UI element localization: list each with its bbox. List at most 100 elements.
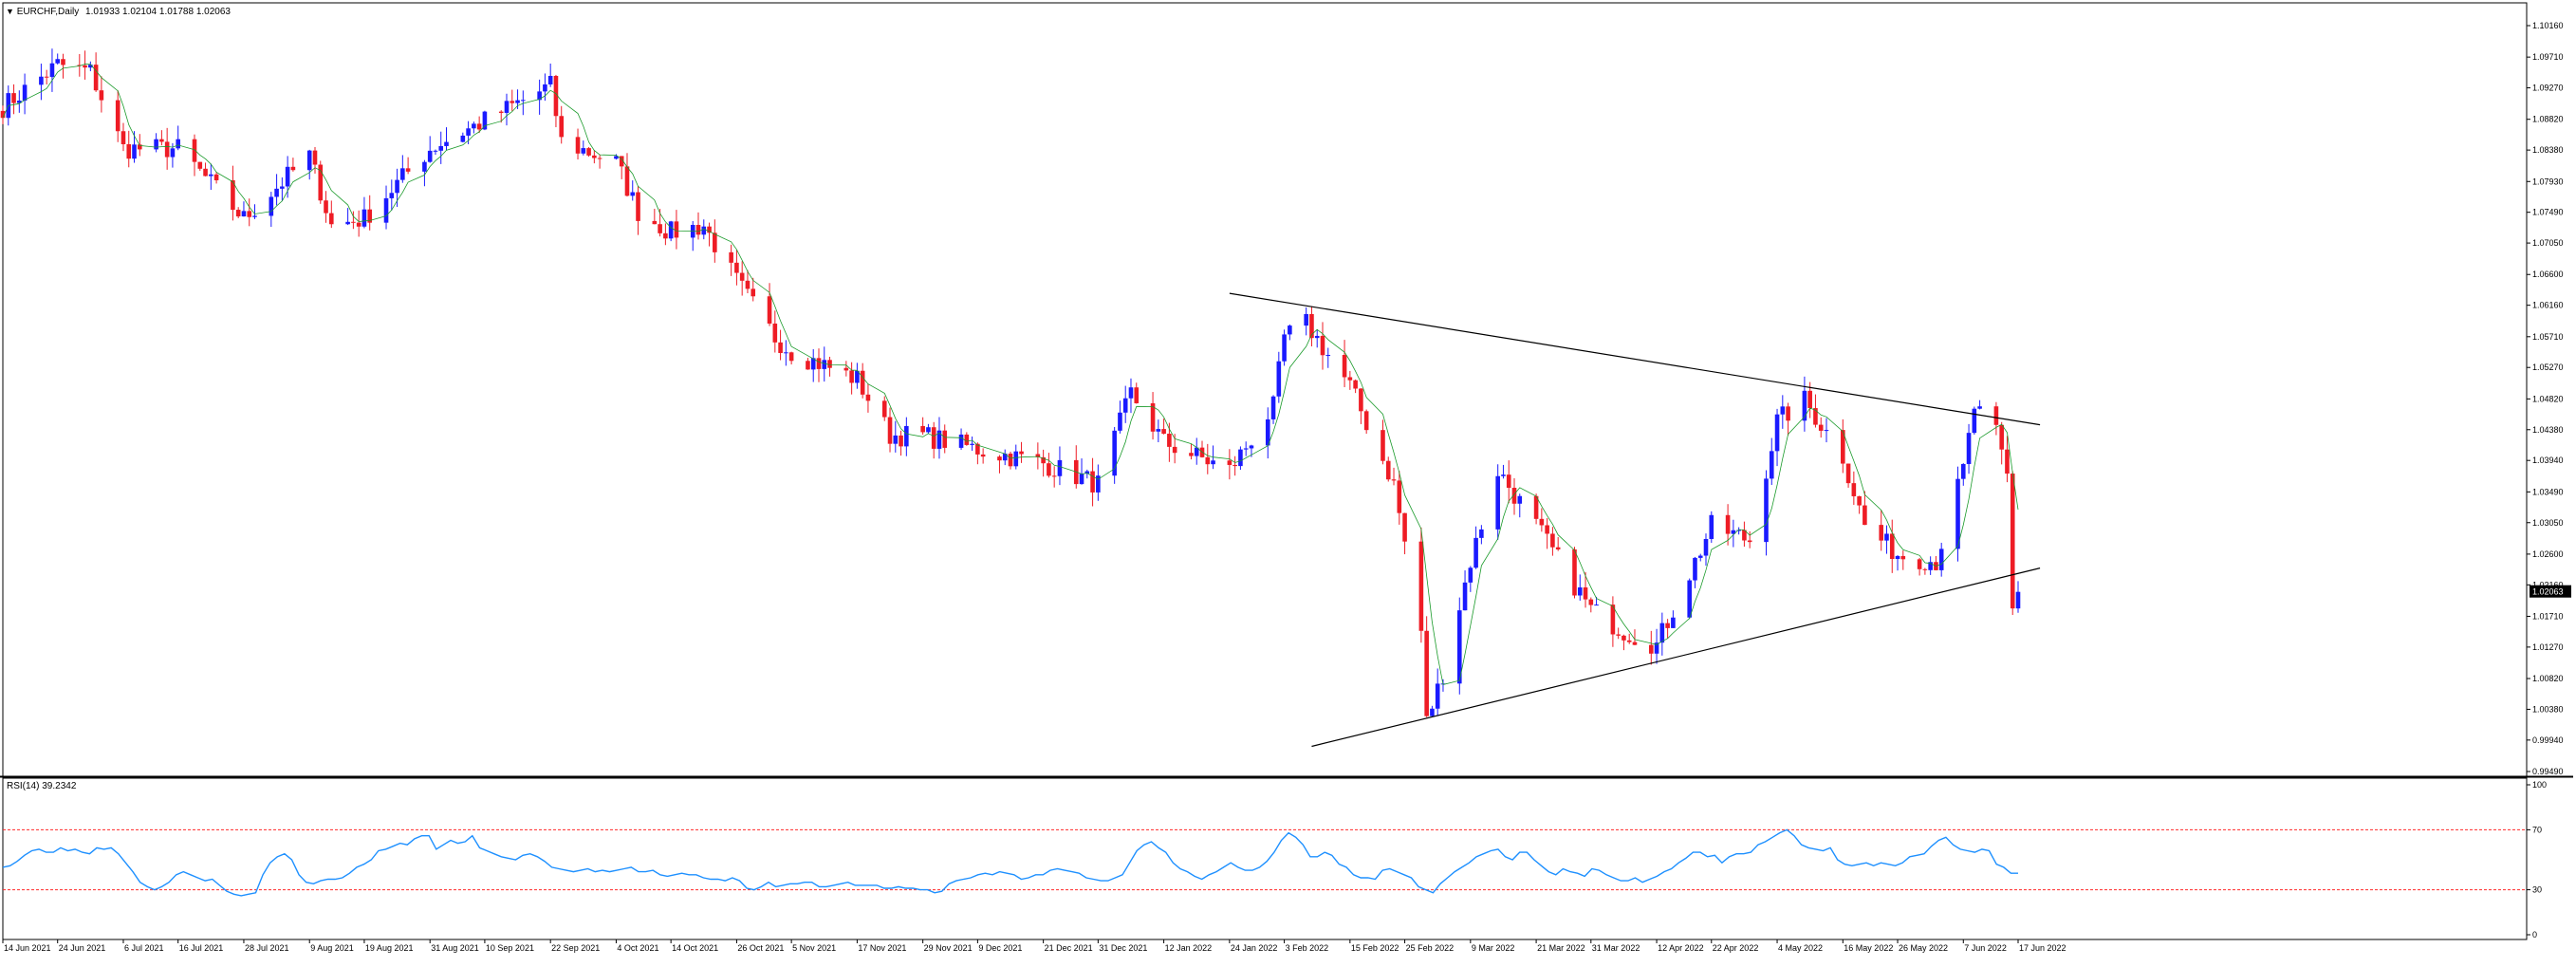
candle-body[interactable] xyxy=(860,370,865,395)
candle-body[interactable] xyxy=(707,226,712,233)
candle-body[interactable] xyxy=(1134,387,1140,403)
candle-body[interactable] xyxy=(547,75,553,84)
candle-body[interactable] xyxy=(1249,445,1254,449)
candle-body[interactable] xyxy=(1288,325,1292,335)
candle-body[interactable] xyxy=(778,342,783,353)
candle-body[interactable] xyxy=(1687,580,1692,618)
candle-body[interactable] xyxy=(822,360,827,369)
candle-body[interactable] xyxy=(203,168,208,177)
candle-body[interactable] xyxy=(619,156,624,167)
candle-body[interactable] xyxy=(164,141,170,158)
candle-body[interactable] xyxy=(1363,411,1369,431)
candle-body[interactable] xyxy=(1418,541,1424,631)
candle-body[interactable] xyxy=(422,161,427,172)
candle-body[interactable] xyxy=(1938,549,1944,570)
candle-body[interactable] xyxy=(1572,549,1577,596)
candle-body[interactable] xyxy=(1539,518,1545,526)
candle-body[interactable] xyxy=(93,65,99,91)
candle-body[interactable] xyxy=(1118,412,1122,431)
candle-body[interactable] xyxy=(1709,514,1714,539)
candle-body[interactable] xyxy=(159,139,164,142)
candle-body[interactable] xyxy=(197,161,203,169)
candle-body[interactable] xyxy=(1588,599,1594,605)
candle-body[interactable] xyxy=(170,148,176,158)
candle-body[interactable] xyxy=(1128,387,1134,399)
candle-body[interactable] xyxy=(975,443,980,455)
candle-body[interactable] xyxy=(997,456,1002,461)
candle-body[interactable] xyxy=(1807,390,1812,409)
candle-body[interactable] xyxy=(964,434,970,445)
candle-body[interactable] xyxy=(1671,617,1676,628)
candle-body[interactable] xyxy=(427,150,433,162)
candle-body[interactable] xyxy=(192,139,197,162)
candle-body[interactable] xyxy=(1150,402,1156,432)
candle-body[interactable] xyxy=(395,179,399,194)
candle-body[interactable] xyxy=(1506,474,1511,489)
candle-body[interactable] xyxy=(784,352,788,354)
candle-body[interactable] xyxy=(701,226,707,235)
candle-body[interactable] xyxy=(1955,478,1960,549)
candle-body[interactable] xyxy=(767,296,772,324)
candle-body[interactable] xyxy=(0,110,6,119)
candle-body[interactable] xyxy=(1495,475,1500,530)
candle-body[interactable] xyxy=(1841,430,1845,464)
candle-body[interactable] xyxy=(2005,449,2010,474)
candle-body[interactable] xyxy=(1648,644,1654,654)
candle-body[interactable] xyxy=(1397,480,1402,513)
candle-body[interactable] xyxy=(22,84,28,102)
candle-body[interactable] xyxy=(1626,640,1632,642)
candle-body[interactable] xyxy=(1320,335,1325,356)
candle-body[interactable] xyxy=(126,143,132,159)
candle-body[interactable] xyxy=(269,196,274,216)
candle-body[interactable] xyxy=(630,192,636,196)
candle-body[interactable] xyxy=(788,352,794,362)
candle-body[interactable] xyxy=(810,358,816,370)
candle-body[interactable] xyxy=(1194,447,1199,456)
candle-body[interactable] xyxy=(1090,471,1095,493)
candle-body[interactable] xyxy=(734,262,739,273)
candle-body[interactable] xyxy=(1659,623,1665,643)
candle-body[interactable] xyxy=(1960,463,1966,479)
candle-body[interactable] xyxy=(806,361,810,370)
candle-body[interactable] xyxy=(980,454,986,457)
candle-body[interactable] xyxy=(1583,586,1588,600)
candle-body[interactable] xyxy=(1545,525,1549,534)
candle-body[interactable] xyxy=(893,435,899,444)
candle-body[interactable] xyxy=(306,150,312,171)
candle-body[interactable] xyxy=(942,430,948,448)
candle-body[interactable] xyxy=(231,179,235,211)
candle-body[interactable] xyxy=(17,101,22,103)
candle-body[interactable] xyxy=(1786,406,1790,421)
candle-body[interactable] xyxy=(235,210,241,217)
candle-body[interactable] xyxy=(324,200,328,214)
candle-body[interactable] xyxy=(559,116,565,138)
candle-body[interactable] xyxy=(1435,683,1440,709)
candle-body[interactable] xyxy=(115,100,120,132)
rsi-window[interactable]: 14 Jun 2021 24 Jun 2021 6 Jul 2021 16 Jul 2… xyxy=(2,777,2547,953)
candle-body[interactable] xyxy=(1161,429,1166,435)
candle-body[interactable] xyxy=(55,59,61,64)
candle-body[interactable] xyxy=(329,213,334,225)
candle-body[interactable] xyxy=(1232,464,1237,467)
candle-body[interactable] xyxy=(39,76,44,85)
candle-body[interactable] xyxy=(592,155,597,158)
candle-body[interactable] xyxy=(83,65,87,68)
candle-body[interactable] xyxy=(1622,635,1626,641)
candle-body[interactable] xyxy=(1041,456,1046,464)
candle-body[interactable] xyxy=(931,427,936,449)
candle-body[interactable] xyxy=(252,215,257,217)
candle-body[interactable] xyxy=(1774,414,1780,452)
candle-body[interactable] xyxy=(586,148,591,156)
candle-body[interactable] xyxy=(400,168,405,180)
candle-body[interactable] xyxy=(1167,434,1172,447)
candle-body[interactable] xyxy=(668,221,674,239)
candle-body[interactable] xyxy=(713,232,717,252)
candle-body[interactable] xyxy=(1051,475,1057,477)
candle-body[interactable] xyxy=(674,221,679,238)
candle-body[interactable] xyxy=(11,93,16,103)
candle-body[interactable] xyxy=(1780,406,1786,415)
candle-body[interactable] xyxy=(904,425,909,447)
candle-body[interactable] xyxy=(274,188,279,197)
candle-body[interactable] xyxy=(843,367,849,371)
